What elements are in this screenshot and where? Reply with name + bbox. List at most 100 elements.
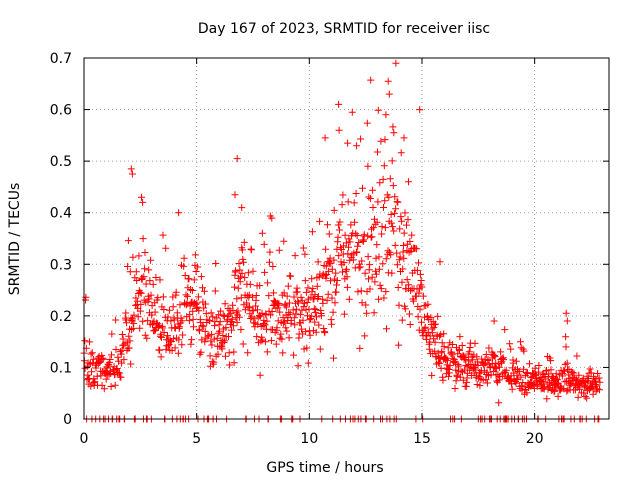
data-point — [217, 307, 225, 315]
data-point — [329, 308, 337, 316]
data-point — [513, 371, 521, 379]
data-point — [423, 331, 431, 339]
data-point — [583, 394, 591, 402]
data-point — [299, 244, 307, 252]
data-point-peak — [139, 198, 147, 206]
data-point — [531, 364, 539, 372]
data-point — [234, 307, 242, 315]
data-point — [595, 374, 603, 382]
data-point — [274, 317, 282, 325]
chart-title: Day 167 of 2023, SRMTID for receiver iis… — [198, 21, 490, 37]
data-point — [465, 348, 473, 356]
y-tick-label: 0 — [63, 412, 72, 428]
data-point — [141, 249, 149, 256]
data-point — [431, 347, 439, 355]
data-point — [230, 359, 238, 367]
data-point — [362, 301, 370, 309]
data-point — [184, 292, 191, 300]
data-point — [283, 292, 291, 300]
data-point — [123, 319, 130, 327]
data-point — [448, 351, 456, 359]
data-point — [389, 182, 397, 190]
data-point — [382, 288, 390, 296]
data-point — [306, 331, 314, 339]
data-point — [345, 243, 352, 251]
data-point — [126, 268, 134, 276]
data-point — [312, 328, 320, 336]
data-point — [108, 351, 115, 359]
data-point — [321, 271, 329, 279]
data-point-peak — [382, 111, 390, 119]
data-point — [440, 330, 448, 338]
data-point — [352, 190, 360, 197]
data-point — [266, 258, 273, 266]
data-point — [142, 280, 150, 288]
data-point — [323, 271, 331, 278]
data-point — [451, 385, 459, 392]
data-point — [215, 311, 223, 319]
data-point — [224, 313, 232, 320]
data-point — [586, 365, 594, 373]
data-point — [308, 228, 316, 236]
data-point — [193, 303, 201, 311]
data-point — [180, 254, 188, 262]
data-point — [379, 260, 387, 268]
data-point — [357, 135, 365, 143]
data-point — [392, 59, 400, 67]
data-point — [500, 356, 508, 364]
data-point — [574, 393, 582, 401]
data-point — [374, 148, 381, 156]
data-point — [360, 231, 368, 239]
data-point — [125, 344, 133, 352]
data-point — [592, 377, 600, 385]
x-tick-label: 5 — [192, 431, 201, 447]
data-point — [563, 387, 571, 395]
data-point — [127, 326, 135, 334]
data-point — [495, 399, 503, 407]
data-point — [376, 281, 384, 289]
data-point-peak — [563, 317, 571, 325]
data-point — [523, 389, 531, 397]
data-point — [410, 297, 418, 305]
data-point — [537, 374, 545, 381]
data-point — [368, 225, 375, 233]
data-point — [210, 335, 218, 343]
data-point — [406, 238, 414, 245]
data-point — [596, 378, 604, 386]
data-point — [237, 273, 244, 281]
data-point — [406, 310, 413, 318]
data-point — [377, 285, 385, 293]
y-tick-label: 0.5 — [50, 154, 72, 170]
data-point — [319, 299, 327, 307]
data-point — [219, 332, 227, 339]
data-point — [526, 360, 533, 368]
data-point — [299, 316, 307, 324]
data-point — [520, 347, 528, 355]
data-point — [398, 316, 406, 324]
data-point — [265, 292, 273, 300]
data-point — [162, 346, 170, 354]
data-point — [413, 245, 421, 253]
data-point — [344, 250, 352, 258]
data-point — [266, 248, 274, 256]
data-point — [366, 285, 374, 293]
data-point — [295, 299, 302, 307]
data-point — [112, 316, 120, 324]
data-point — [228, 315, 236, 323]
data-point — [208, 330, 216, 338]
data-point — [119, 335, 127, 343]
data-point — [430, 335, 438, 343]
data-point — [502, 366, 510, 374]
data-point — [197, 273, 205, 281]
data-point — [206, 316, 214, 324]
data-point — [337, 246, 345, 253]
data-point — [296, 311, 304, 319]
data-point — [233, 295, 241, 303]
data-point — [375, 295, 383, 303]
data-point — [237, 294, 245, 302]
data-point — [324, 290, 332, 298]
data-point — [136, 288, 144, 296]
data-point — [424, 312, 432, 320]
data-point — [306, 316, 314, 324]
data-point — [395, 301, 403, 309]
